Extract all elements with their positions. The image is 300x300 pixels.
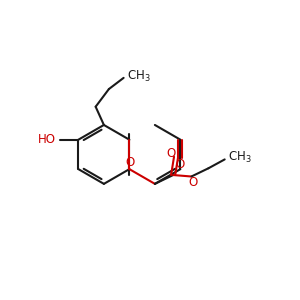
Text: O: O [176,158,185,171]
Text: CH$_3$: CH$_3$ [228,150,251,166]
Text: O: O [188,176,197,190]
Text: O: O [125,156,135,169]
Text: CH$_3$: CH$_3$ [127,69,150,84]
Text: HO: HO [38,133,56,146]
Text: O: O [166,147,176,160]
